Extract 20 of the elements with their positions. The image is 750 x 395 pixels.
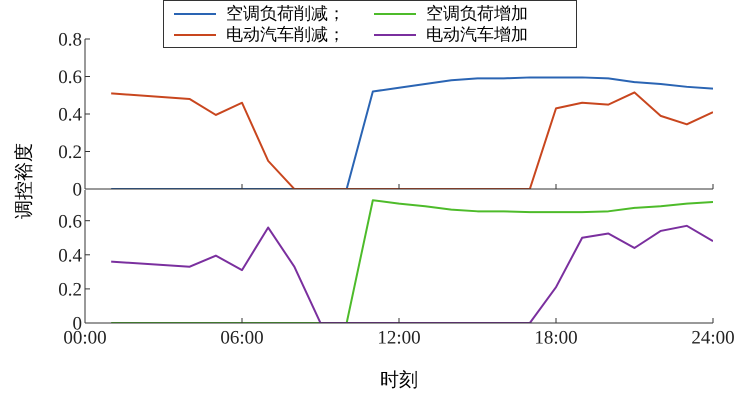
y-tick-label: 0.2: [58, 142, 82, 164]
legend-label: 电动汽车削减；: [226, 24, 345, 46]
x-axis-title: 时刻: [380, 369, 418, 393]
x-tick-label: 24:00: [691, 327, 735, 348]
x-tick-label: 06:00: [220, 327, 264, 348]
line-series: [110, 199, 713, 323]
y-axis-title: 调控裕度: [13, 143, 36, 219]
y-tick-label: 0: [72, 180, 82, 201]
legend-label: 空调负荷增加: [426, 3, 528, 25]
legend-label: 电动汽车增加: [426, 24, 528, 46]
y-tick-label: 0.6: [58, 211, 82, 232]
y-tick-label: 0.4: [58, 246, 82, 267]
legend-label: 空调负荷削减；: [226, 3, 345, 25]
x-tick-label: 12:00: [377, 327, 421, 348]
x-tick-label: 18:00: [534, 327, 578, 348]
line-series: [110, 224, 713, 323]
y-tick-label: 0.8: [58, 30, 82, 51]
y-tick-label: 0.2: [58, 280, 82, 301]
y-tick-label: 0.4: [58, 104, 82, 126]
y-tick-label: 0.6: [58, 67, 82, 88]
